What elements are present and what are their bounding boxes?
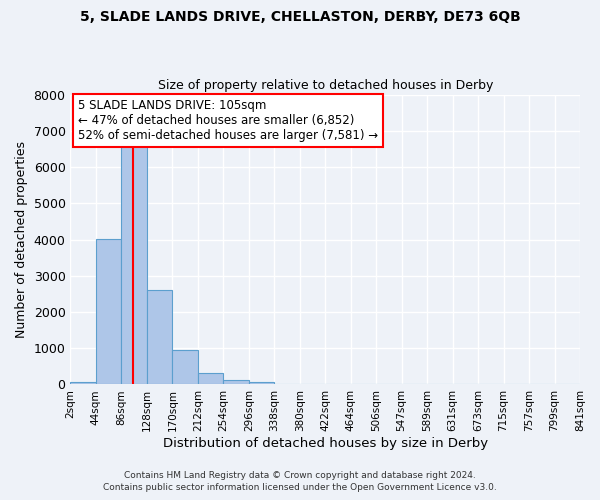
Title: Size of property relative to detached houses in Derby: Size of property relative to detached ho… [158, 79, 493, 92]
Bar [172, 350, 198, 384]
Bar [147, 290, 172, 384]
Bar [249, 382, 274, 384]
Bar [223, 380, 249, 384]
Text: Contains public sector information licensed under the Open Government Licence v3: Contains public sector information licen… [103, 484, 497, 492]
Bar [121, 146, 147, 384]
Text: Contains HM Land Registry data © Crown copyright and database right 2024.: Contains HM Land Registry data © Crown c… [124, 471, 476, 480]
X-axis label: Distribution of detached houses by size in Derby: Distribution of detached houses by size … [163, 437, 488, 450]
Y-axis label: Number of detached properties: Number of detached properties [15, 141, 28, 338]
Bar [70, 382, 96, 384]
Bar [96, 239, 121, 384]
Text: 5 SLADE LANDS DRIVE: 105sqm
← 47% of detached houses are smaller (6,852)
52% of : 5 SLADE LANDS DRIVE: 105sqm ← 47% of det… [78, 99, 378, 142]
Bar [198, 372, 223, 384]
Text: 5, SLADE LANDS DRIVE, CHELLASTON, DERBY, DE73 6QB: 5, SLADE LANDS DRIVE, CHELLASTON, DERBY,… [80, 10, 520, 24]
